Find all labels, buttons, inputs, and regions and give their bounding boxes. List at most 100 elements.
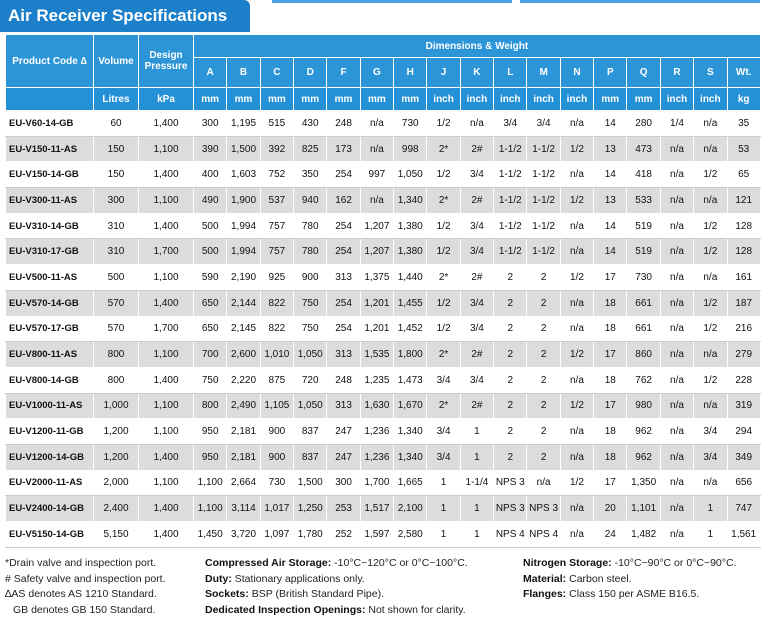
data-cell: n/a	[693, 469, 728, 497]
data-cell: 1/2	[426, 161, 461, 189]
data-cell: 780	[293, 238, 328, 266]
data-cell: n/a	[659, 161, 695, 189]
data-cell: 1,482	[626, 521, 661, 548]
data-cell: 1-1/2	[493, 161, 528, 189]
header-cell: L	[493, 57, 528, 88]
data-cell: 1,700	[359, 469, 395, 497]
data-cell: 1,201	[359, 289, 395, 317]
data-cell: 997	[359, 161, 395, 189]
data-cell: 2,145	[226, 315, 261, 343]
data-cell: n/a	[559, 238, 595, 266]
data-cell: 1,400	[138, 521, 194, 548]
data-cell: 3/4	[693, 443, 728, 471]
data-cell: 1,236	[359, 443, 395, 471]
data-cell: 752	[259, 161, 295, 189]
data-row: EU-V570-17-GB 570 1,700 650 2,145 822 750 254 1,…	[5, 315, 761, 343]
data-cell: 1,000	[93, 392, 139, 420]
data-cell: 1,200	[93, 418, 139, 445]
data-cell: 980	[626, 392, 661, 420]
data-cell: 1,500	[293, 469, 328, 497]
data-cell: 14	[593, 161, 628, 189]
data-cell: 730	[259, 469, 295, 497]
unit-cell: inch	[459, 87, 495, 111]
data-cell: 294	[726, 418, 761, 445]
data-cell: n/a	[659, 315, 695, 343]
data-cell: 20	[593, 495, 628, 522]
symbol-notes: *Drain valve and inspection port. # Safet…	[5, 556, 205, 618]
data-cell: 162	[326, 187, 361, 214]
data-cell: 53	[726, 135, 761, 163]
data-cell: 650	[192, 315, 228, 343]
unit-cell: Litres	[93, 87, 139, 111]
data-cell: n/a	[693, 264, 728, 291]
note: ∆AS denotes AS 1210 Standard.	[5, 588, 157, 600]
data-cell: 18	[593, 366, 628, 394]
unit-cell: mm	[192, 87, 228, 111]
note-label: Material:	[523, 572, 567, 585]
data-cell: 2,000	[93, 469, 139, 497]
data-cell: 1,800	[393, 341, 428, 368]
data-cell: 1-1/2	[526, 161, 561, 189]
data-cell: 750	[192, 366, 228, 394]
data-cell: 1	[459, 443, 495, 471]
data-cell: 1,100	[138, 264, 194, 291]
note-text: Stationary applications only.	[234, 572, 365, 585]
data-cell: n/a	[459, 110, 495, 137]
data-cell: 418	[626, 161, 661, 189]
data-cell: 500	[192, 238, 228, 266]
data-cell: 2#	[459, 135, 495, 163]
data-cell: 2#	[459, 264, 495, 291]
data-cell: 310	[93, 212, 139, 240]
data-cell: 161	[726, 264, 761, 291]
data-cell: n/a	[526, 469, 561, 497]
data-cell: 1,236	[359, 418, 395, 445]
product-code: EU-V800-14-GB	[5, 366, 94, 394]
data-cell: 3/4	[526, 110, 561, 137]
data-cell: 570	[93, 315, 139, 343]
data-cell: 1,101	[626, 495, 661, 522]
data-cell: 150	[93, 161, 139, 189]
data-cell: n/a	[659, 212, 695, 240]
header-cell: Q	[626, 57, 661, 88]
data-cell: 1,201	[359, 315, 395, 343]
data-cell: 1/2	[693, 289, 728, 317]
data-cell: 1,097	[259, 521, 295, 548]
unit-cell: inch	[493, 87, 528, 111]
data-cell: 254	[326, 289, 361, 317]
header-cell: Wt.	[726, 57, 761, 88]
data-cell: n/a	[559, 443, 595, 471]
note-label: Dedicated Inspection Openings:	[205, 603, 366, 616]
data-cell: n/a	[659, 238, 695, 266]
decor-line	[272, 0, 512, 3]
data-cell: 900	[259, 443, 295, 471]
data-cell: 1-1/4	[459, 469, 495, 497]
data-cell: 962	[626, 443, 661, 471]
data-cell: 1,250	[293, 495, 328, 522]
data-cell: 1,400	[138, 161, 194, 189]
data-cell: n/a	[693, 110, 728, 137]
data-cell: 1,450	[192, 521, 228, 548]
data-cell: n/a	[559, 418, 595, 445]
data-cell: 750	[293, 315, 328, 343]
title: Air Receiver Specifications	[8, 6, 228, 25]
data-cell: 3/4	[493, 110, 528, 137]
data-cell: 1,100	[138, 135, 194, 163]
data-cell: n/a	[359, 187, 395, 214]
product-code: EU-V300-11-AS	[5, 187, 94, 214]
data-cell: 18	[593, 418, 628, 445]
decor-line	[520, 0, 760, 3]
data-cell: 2,181	[226, 418, 261, 445]
product-code: EU-V150-11-AS	[5, 135, 94, 163]
unit-cell: mm	[259, 87, 295, 111]
data-cell: 1,050	[293, 392, 328, 420]
data-cell: 349	[726, 443, 761, 471]
data-cell: 1-1/2	[493, 212, 528, 240]
unit-cell: mm	[626, 87, 661, 111]
data-cell: 128	[726, 212, 761, 240]
data-row: EU-V2000-11-AS 2,000 1,100 1,100 2,664 730 1,5…	[5, 469, 761, 497]
data-cell: 121	[726, 187, 761, 214]
data-row: EU-V800-14-GB 800 1,400 750 2,220 875 720 248 1,…	[5, 366, 761, 394]
data-cell: 1/2	[559, 341, 595, 368]
header-cell: D	[293, 57, 328, 88]
header-cell: K	[459, 57, 495, 88]
